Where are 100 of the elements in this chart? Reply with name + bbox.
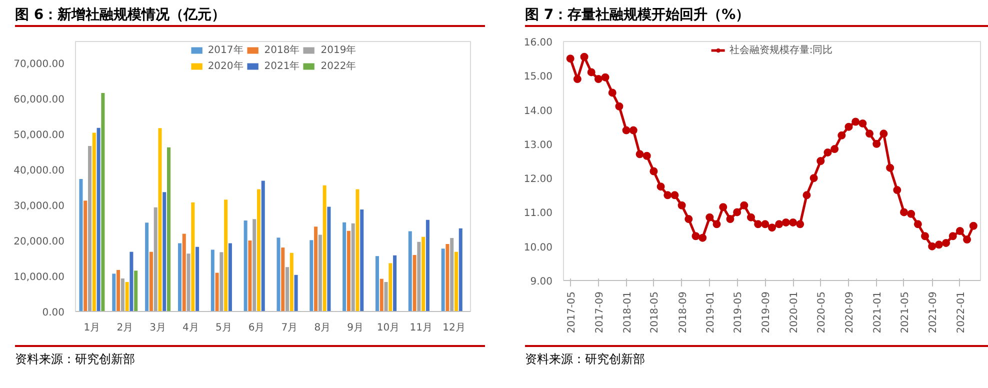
point (948, 232, 957, 240)
point (692, 232, 700, 240)
point (746, 213, 755, 222)
point (775, 220, 784, 228)
point (678, 201, 686, 210)
point (601, 73, 610, 82)
point (921, 232, 930, 240)
bar (318, 234, 322, 312)
x-tick-label: 11月 (410, 322, 432, 334)
point (698, 234, 707, 242)
bar (342, 222, 346, 312)
bar (134, 270, 138, 312)
point (914, 220, 922, 228)
point (928, 242, 936, 250)
bar (426, 220, 430, 312)
point (636, 150, 644, 158)
bar (450, 238, 454, 312)
x-tick-label: 2019-05 (733, 291, 744, 334)
chart-title: 图 7：存量社融规模开始回升（%） (525, 6, 750, 25)
y-tick-label: 10,000.00 (14, 272, 65, 283)
bar (375, 256, 379, 312)
x-tick-label: 2021-05 (900, 291, 911, 334)
bar (196, 246, 200, 312)
bar (446, 244, 450, 312)
bar (125, 282, 129, 312)
y-tick-label: 14.00 (524, 106, 553, 117)
bar (210, 250, 214, 312)
bar (220, 252, 224, 312)
y-tick-label: 10.00 (524, 242, 553, 254)
point (886, 164, 894, 172)
point (893, 186, 902, 194)
point (754, 220, 762, 228)
point (768, 224, 776, 232)
x-tick-label: 9月 (347, 322, 364, 334)
point (824, 148, 832, 156)
bar (286, 267, 290, 312)
y-tick-label: 16.00 (524, 38, 553, 48)
bar (101, 93, 105, 312)
bar (256, 189, 260, 312)
point (782, 218, 790, 226)
point (656, 182, 665, 191)
bar (356, 189, 360, 312)
x-tick-label: 1月 (84, 322, 100, 334)
bar (412, 255, 416, 312)
bar (224, 200, 228, 312)
point (969, 222, 978, 230)
bar (346, 230, 350, 312)
bar (244, 220, 248, 312)
point (789, 218, 798, 226)
y-tick-label: 0.00 (42, 308, 64, 318)
x-tick-label: 4月 (182, 322, 199, 334)
bar (276, 238, 280, 312)
point (622, 126, 630, 134)
point (664, 191, 672, 200)
bar (458, 228, 462, 312)
chart-title: 图 6：新增社融规模情况（亿元） (15, 6, 226, 25)
x-tick-label: 2019-09 (761, 291, 772, 334)
point (963, 236, 972, 244)
x-tick-label: 8月 (314, 322, 331, 334)
point (642, 152, 651, 160)
x-tick-label: 7月 (281, 322, 298, 334)
legend-label: 社会融资规模存量:同比 (729, 44, 833, 57)
point (566, 54, 574, 63)
x-tick-label: 12月 (442, 322, 466, 334)
bar (322, 185, 326, 312)
point (587, 68, 596, 76)
x-tick-label: 2021-09 (928, 291, 940, 334)
bar (88, 146, 92, 312)
bar (290, 252, 294, 312)
bar (454, 252, 458, 312)
x-tick-label: 2022-01 (956, 291, 967, 334)
bar (388, 263, 392, 312)
legend-label: 2022年 (320, 60, 356, 73)
bar (393, 255, 397, 312)
x-tick-label: 10月 (376, 322, 400, 334)
y-tick-label: 50,000.00 (14, 130, 65, 141)
point (942, 238, 950, 247)
bar (116, 270, 120, 312)
point (706, 213, 714, 222)
bar (360, 210, 364, 312)
point (740, 201, 748, 210)
bar (228, 243, 232, 312)
bar (215, 272, 219, 312)
y-tick-label: 11.00 (524, 208, 553, 220)
x-tick-label: 5月 (215, 322, 232, 334)
point (810, 174, 818, 182)
bar (92, 132, 96, 312)
point (615, 102, 624, 110)
point (858, 119, 867, 128)
point (844, 122, 853, 131)
legend-label: 2021年 (264, 60, 300, 73)
point (802, 191, 811, 200)
bar (130, 252, 134, 312)
bar (120, 278, 124, 312)
x-tick-label: 2017-09 (594, 291, 606, 334)
bar (252, 219, 256, 312)
bar (380, 278, 384, 312)
point (956, 227, 964, 235)
y-tick-label: 40,000.00 (14, 165, 65, 176)
bar (149, 252, 153, 312)
